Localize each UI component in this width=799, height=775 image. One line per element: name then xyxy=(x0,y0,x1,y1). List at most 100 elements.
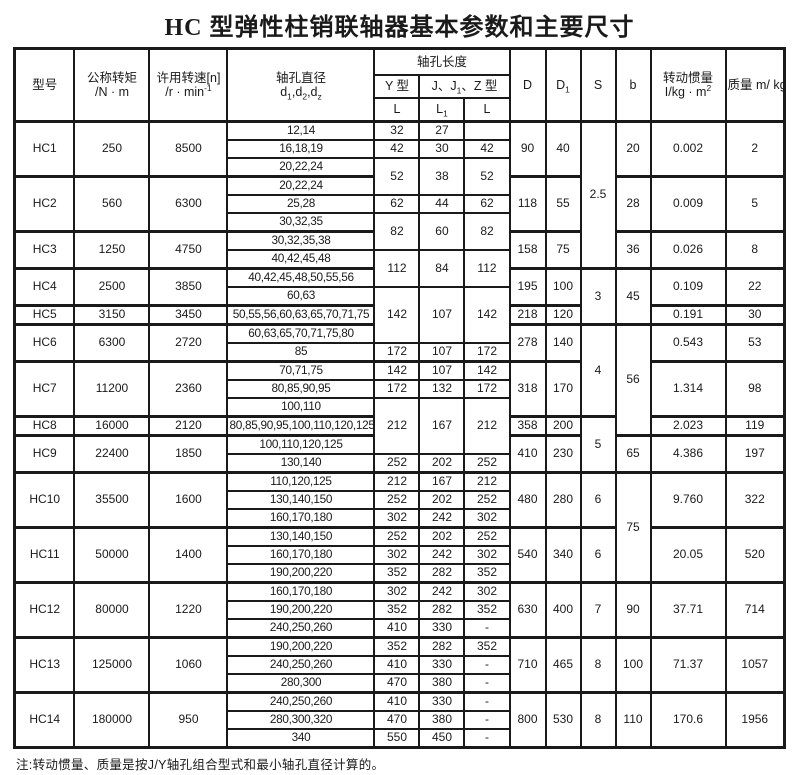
cell-lz xyxy=(463,120,511,141)
cell-lz: 52 xyxy=(463,157,511,196)
cell-mass: 119 xyxy=(724,415,786,437)
cell-l1: 107 xyxy=(418,342,466,363)
header-speed-line1: 许用转速[n] xyxy=(156,70,221,85)
cell-D: 318 xyxy=(508,360,547,418)
cell-diam: 25,28 xyxy=(226,194,376,214)
cell-mass: 8 xyxy=(724,230,786,270)
cell-l1: 330 xyxy=(418,691,466,712)
cell-mass: 520 xyxy=(724,526,786,584)
cell-diam: 130,140,150 xyxy=(226,490,376,510)
cell-model: HC2 xyxy=(13,175,76,233)
cell-lz: 252 xyxy=(463,526,511,547)
table-row: 85 172 107 172 xyxy=(14,342,784,363)
table-row: HC1 250 8500 12,14 32 27 90 40 2.5 20 0.002 2 xyxy=(13,120,786,270)
cell-diam: 280,300 xyxy=(226,673,376,694)
cell-inertia: 37.71 xyxy=(649,581,727,639)
cell-l1: 60 xyxy=(418,212,466,251)
cell-speed: 8500 xyxy=(148,120,229,178)
table-row: 40,42,45,48 112 84 112 xyxy=(14,249,784,288)
cell-ly: 302 xyxy=(373,581,421,602)
cell-torque: 16000 xyxy=(73,415,151,437)
cell-inertia: 0.191 xyxy=(649,304,727,326)
cell-diam: 12,14 xyxy=(226,120,376,141)
header-L1: L1 xyxy=(418,97,466,123)
header-S: S xyxy=(579,47,617,123)
cell-speed: 2360 xyxy=(148,360,229,418)
cell-ly: 352 xyxy=(373,563,421,584)
cell-torque: 125000 xyxy=(73,636,151,694)
cell-ly: 302 xyxy=(373,545,421,565)
cell-model: HC1 xyxy=(13,120,76,178)
cell-ly: 52 xyxy=(373,157,421,196)
cell-D1: 465 xyxy=(544,636,582,694)
table-row: HC13 125000 1060 190,200,220 352 282 352 710 465… xyxy=(13,636,786,694)
cell-lz: - xyxy=(463,691,511,712)
footnote: 注:转动惯量、质量是按J/Y轴孔组合型式和最小轴孔直径计算的。 xyxy=(16,758,385,772)
cell-S: 5 xyxy=(579,415,617,474)
cell-model: HC8 xyxy=(13,415,76,437)
cell-torque: 560 xyxy=(73,175,151,233)
header-torque-line2: /N · m xyxy=(94,85,129,99)
cell-lz: 172 xyxy=(463,379,511,399)
header-length-group: 轴孔长度 xyxy=(373,47,511,76)
cell-D: 118 xyxy=(508,175,547,233)
table-row: HC4 2500 3850 40,42,45,48,50,55,56 195 100 3 45… xyxy=(13,267,786,326)
cell-mass: 22 xyxy=(724,267,786,307)
cell-mass: 2 xyxy=(724,120,786,178)
cell-b: 75 xyxy=(614,471,652,584)
cell-l1: 242 xyxy=(418,581,466,602)
cell-D: 195 xyxy=(508,267,547,307)
cell-lz: 142 xyxy=(463,286,511,344)
cell-torque: 2500 xyxy=(73,267,151,307)
cell-mass: 5 xyxy=(724,175,786,233)
cell-diam: 100,110 xyxy=(226,397,376,418)
cell-lz: 352 xyxy=(463,636,511,657)
cell-S: 6 xyxy=(579,471,617,529)
cell-speed: 950 xyxy=(148,691,229,749)
cell-b: 20 xyxy=(614,120,652,178)
cell-inertia: 1.314 xyxy=(649,360,727,418)
cell-lz: 82 xyxy=(463,212,511,251)
header-inertia-line1: 转动惯量 xyxy=(662,70,713,85)
table-row: HC6 6300 2720 60,63,65,70,71,75,80 278 140 4 56… xyxy=(13,323,786,437)
cell-lz: 142 xyxy=(463,360,511,381)
cell-D1: 120 xyxy=(544,304,582,326)
cell-inertia: 0.002 xyxy=(649,120,727,178)
cell-b: 110 xyxy=(614,691,652,749)
cell-inertia: 0.543 xyxy=(649,323,727,363)
table-row: 240,250,260 410 330- xyxy=(14,618,784,639)
header-diameters-line1: 轴孔直径 xyxy=(275,70,326,85)
table-row: 280,300,320 470 380- xyxy=(14,710,784,730)
cell-l1: 282 xyxy=(418,600,466,620)
cell-D1: 200 xyxy=(544,415,582,437)
cell-l1: 380 xyxy=(418,673,466,694)
cell-lz: 352 xyxy=(463,563,511,584)
cell-l1: 330 xyxy=(418,618,466,639)
cell-torque: 1250 xyxy=(73,230,151,270)
cell-D1: 400 xyxy=(544,581,582,639)
cell-ly: 172 xyxy=(373,342,421,363)
cell-inertia: 71.37 xyxy=(649,636,727,694)
header-diameters-line2: d1,d2,dz xyxy=(280,85,322,102)
cell-l1: 132 xyxy=(418,379,466,399)
cell-mass: 53 xyxy=(724,323,786,363)
cell-ly: 252 xyxy=(373,453,421,474)
cell-model: HC12 xyxy=(13,581,76,639)
cell-D1: 340 xyxy=(544,526,582,584)
cell-diam: 190,200,220 xyxy=(226,600,376,620)
cell-l1: 202 xyxy=(418,453,466,474)
cell-l1: 84 xyxy=(418,249,466,288)
cell-model: HC3 xyxy=(13,230,76,270)
cell-l1: 242 xyxy=(418,545,466,565)
cell-ly: 410 xyxy=(373,655,421,675)
cell-diam: 16,18,19 xyxy=(226,139,376,159)
cell-torque: 180000 xyxy=(73,691,151,749)
cell-diam: 280,300,320 xyxy=(226,710,376,730)
header-torque: 公称转矩 /N · m xyxy=(73,47,151,123)
cell-diam: 160,170,180 xyxy=(226,581,376,602)
table-row: HC12 80000 1220 160,170,180 302 242 302 630 400 7… xyxy=(13,581,786,639)
cell-D1: 280 xyxy=(544,471,582,529)
table-row: 280,300 470 380- xyxy=(14,673,784,694)
cell-speed: 4750 xyxy=(148,230,229,270)
cell-speed: 6300 xyxy=(148,175,229,233)
